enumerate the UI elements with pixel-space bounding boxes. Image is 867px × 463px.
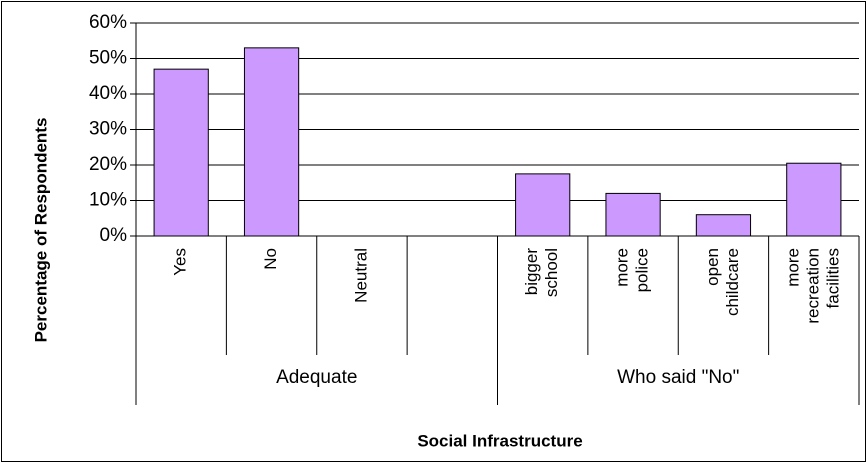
y-tick-label: 50%: [89, 48, 127, 69]
labels: 0% 10% 20% 30% 40% 50% 60% Yes No Neutral Adequate…: [89, 12, 842, 388]
bar: [695, 214, 752, 237]
y-tick-label: 10%: [89, 190, 127, 211]
category-label: recreation: [803, 248, 822, 324]
category-label: facilities: [823, 248, 842, 308]
y-tick-label: 60%: [89, 12, 127, 33]
category-label: bigger: [522, 248, 541, 296]
category-label: more: [783, 248, 802, 287]
bar: [243, 47, 300, 237]
y-tick-label: 20%: [89, 154, 127, 175]
category-label: more: [613, 248, 632, 287]
category-label: Neutral: [351, 248, 370, 303]
group-label: Who said "No": [617, 367, 739, 388]
bars: [153, 47, 842, 237]
group-label: Adequate: [276, 367, 357, 388]
y-tick-label: 40%: [89, 83, 127, 104]
bar: [515, 173, 571, 237]
bar: [605, 192, 661, 237]
axes: [130, 22, 860, 405]
y-axis-title: Percentage of Respondents: [31, 118, 50, 343]
bar: [153, 68, 209, 237]
category-label: No: [261, 248, 280, 270]
category-label: childcare: [723, 248, 742, 316]
y-tick-label: 0%: [100, 225, 128, 246]
x-axis-title: Social Infrastructure: [417, 431, 582, 450]
category-label: school: [542, 248, 561, 297]
y-tick-label: 30%: [89, 119, 127, 140]
category-label: Yes: [171, 248, 190, 276]
bar: [786, 162, 842, 237]
category-label: open: [703, 248, 722, 286]
category-label: police: [633, 248, 652, 292]
